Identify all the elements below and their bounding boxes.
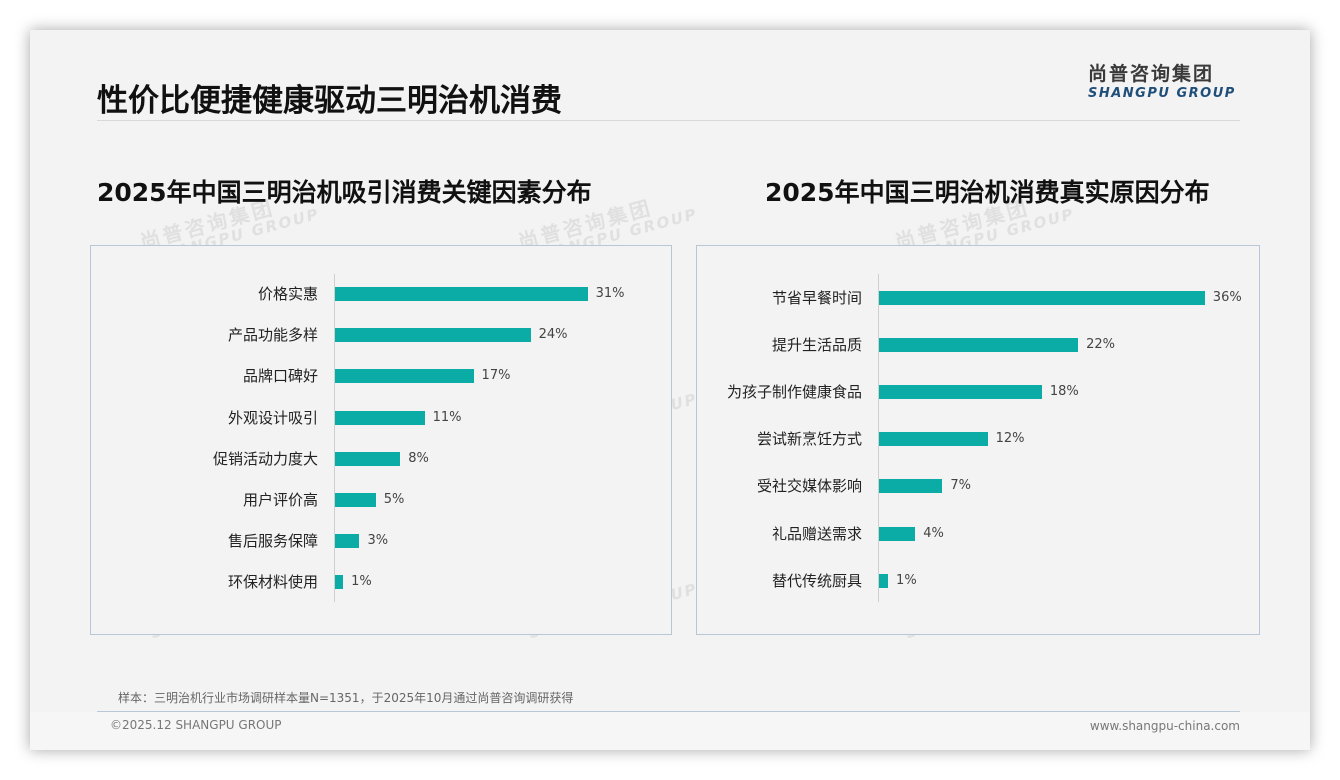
chart-title-key-factors: 2025年中国三明治机吸引消费关键因素分布 [97, 178, 592, 207]
category-label: 促销活动力度大 [212, 449, 318, 468]
bar [335, 287, 588, 301]
category-label: 替代传统厨具 [771, 571, 862, 590]
chart-panel-key-factors: 价格实惠 31% 产品功能多样 24% 品牌口碑好 17% 外观设计吸引 11% 促销活动力度大… [90, 245, 672, 635]
value-label: 5% [383, 492, 405, 507]
bar-row: 受社交媒体影响 7% [697, 476, 1259, 496]
bar-row: 提升生活品质 22% [697, 335, 1259, 355]
bar [879, 338, 1079, 353]
bar-row: 产品功能多样 24% [91, 325, 671, 345]
bar-row: 价格实惠 31% [91, 284, 671, 304]
bar-row: 节省早餐时间 36% [697, 288, 1259, 308]
bar [879, 526, 916, 541]
category-label: 价格实惠 [257, 285, 318, 303]
value-label: 1% [351, 574, 372, 590]
value-label: 1% [896, 572, 917, 588]
bar [879, 573, 889, 588]
bar-row: 售后服务保障 3% [91, 531, 671, 551]
bar [335, 534, 360, 549]
title-divider [97, 120, 1240, 121]
chart-axis [878, 274, 879, 602]
value-label: 4% [923, 525, 944, 541]
value-label: 3% [367, 533, 389, 549]
bar [879, 479, 943, 494]
category-label: 产品功能多样 [227, 326, 318, 345]
sample-note: 样本：三明治机行业市场调研样本量N=1351，于2025年10月通过尚普咨询调研… [118, 691, 574, 705]
chart-title-real-reasons: 2025年中国三明治机消费真实原因分布 [765, 178, 1210, 207]
category-label: 尝试新烹饪方式 [756, 430, 862, 449]
slide: 性价比便捷健康驱动三明治机消费 尚普咨询集团 SHANGPU GROUP 尚普咨… [30, 30, 1310, 750]
chart-axis [334, 274, 335, 602]
page-title: 性价比便捷健康驱动三明治机消费 [97, 83, 562, 119]
chart-panel-real-reasons: 节省早餐时间 36% 提升生活品质 22% 为孩子制作健康食品 18% 尝试新烹饪方式 12%… [696, 245, 1260, 635]
bar-row: 用户评价高 5% [91, 490, 671, 510]
category-label: 品牌口碑好 [242, 367, 318, 386]
logo-english: SHANGPU GROUP [1088, 86, 1236, 101]
value-label: 7% [950, 478, 971, 494]
bar [335, 493, 376, 507]
bar-row: 礼品赠送需求 4% [697, 524, 1259, 544]
bar [335, 410, 425, 425]
bar [335, 575, 344, 590]
category-label: 提升生活品质 [771, 336, 862, 355]
category-label: 为孩子制作健康食品 [726, 383, 862, 402]
category-label: 节省早餐时间 [771, 289, 862, 307]
footer [30, 712, 1310, 750]
category-label: 礼品赠送需求 [771, 524, 862, 543]
bar-row: 促销活动力度大 8% [91, 449, 671, 469]
value-label: 22% [1086, 337, 1115, 353]
bar [335, 451, 401, 466]
category-label: 售后服务保障 [227, 532, 318, 551]
bar-row: 为孩子制作健康食品 18% [697, 382, 1259, 402]
value-label: 12% [995, 431, 1025, 447]
value-label: 11% [432, 409, 462, 425]
bar [335, 369, 474, 384]
category-label: 用户评价高 [242, 491, 318, 509]
value-label: 17% [481, 368, 511, 384]
category-label: 受社交媒体影响 [756, 477, 862, 496]
value-label: 24% [538, 327, 568, 343]
bar [879, 291, 1205, 305]
bar [335, 328, 531, 343]
bar-row: 替代传统厨具 1% [697, 571, 1259, 591]
bar-row: 尝试新烹饪方式 12% [697, 429, 1259, 449]
bar [879, 385, 1042, 400]
logo-chinese: 尚普咨询集团 [1088, 63, 1215, 85]
category-label: 外观设计吸引 [227, 408, 318, 427]
bar-row: 品牌口碑好 17% [91, 366, 671, 386]
bar [879, 432, 988, 447]
website-link[interactable]: www.shangpu-china.com [1089, 719, 1240, 733]
brand-logo: 尚普咨询集团 SHANGPU GROUP [1088, 62, 1236, 102]
value-label: 36% [1212, 290, 1242, 305]
category-label: 环保材料使用 [227, 573, 318, 592]
copyright: ©2025.12 SHANGPU GROUP [110, 718, 282, 732]
bar-row: 环保材料使用 1% [91, 572, 671, 592]
value-label: 8% [408, 450, 429, 466]
value-label: 18% [1049, 384, 1079, 400]
footer-divider [97, 711, 1240, 712]
value-label: 31% [595, 286, 625, 301]
bar-row: 外观设计吸引 11% [91, 408, 671, 428]
